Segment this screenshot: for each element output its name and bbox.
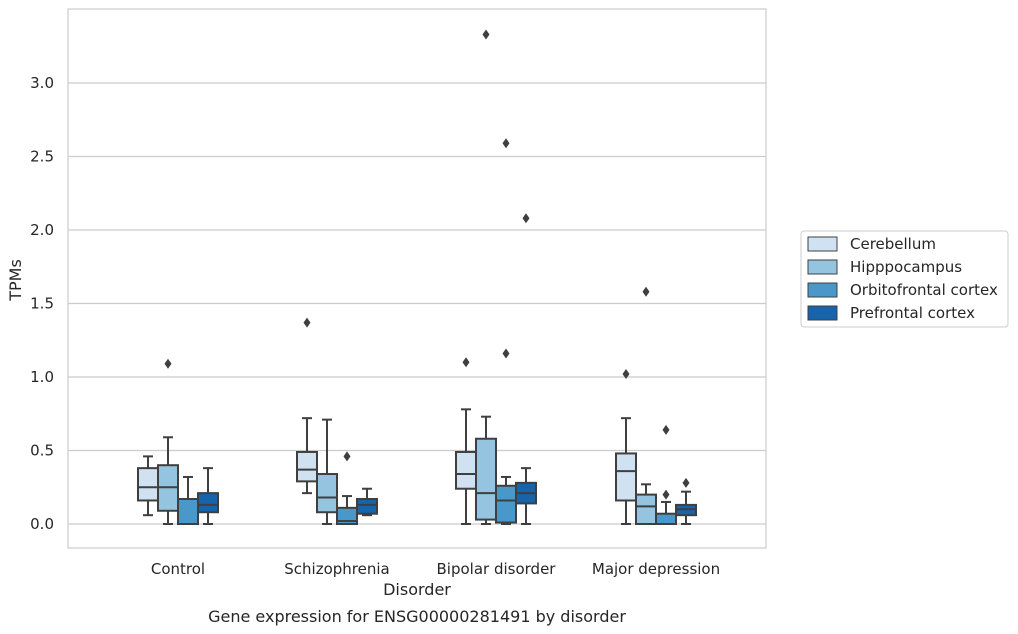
box-3-1 (356, 487, 378, 517)
box-2-0 (177, 475, 199, 526)
outlier-point (164, 358, 172, 369)
box-3-3 (675, 477, 697, 525)
legend-swatch (807, 282, 838, 298)
x-axis-label: Disorder (383, 580, 451, 599)
outlier-point (502, 138, 510, 149)
box-body (137, 467, 159, 502)
legend-frame (800, 230, 1009, 328)
legend-label: Cerebellum (850, 235, 936, 253)
box-body (177, 498, 199, 526)
y-axis-label: TPMs (6, 259, 25, 302)
x-tick-labels: Control Schizophrenia Bipolar disorder Majo… (151, 560, 720, 578)
box-body (635, 493, 657, 526)
box-0-3 (615, 369, 637, 525)
y-tick-label: 1.5 (30, 295, 54, 313)
y-tick-label: 3.0 (30, 74, 54, 92)
box-1-1 (316, 418, 338, 525)
legend-swatch (807, 236, 838, 252)
legend-label: Hipppocampus (850, 258, 962, 276)
box-1-3 (635, 286, 657, 526)
box-body (356, 498, 378, 515)
box-body (655, 512, 677, 526)
outlier-point (303, 317, 311, 328)
box-1-2 (475, 29, 497, 525)
legend-swatch (807, 259, 838, 275)
legend-swatch (807, 305, 838, 321)
box-body (296, 450, 318, 483)
outlier-point (462, 357, 470, 368)
x-tick-label: Major depression (592, 560, 720, 578)
box-1-0 (157, 358, 179, 525)
outlier-point (662, 424, 670, 435)
box-2-3 (655, 424, 677, 526)
y-tick-labels: 0.0 0.5 1.0 1.5 2.0 2.5 3.0 (30, 74, 54, 533)
box-3-2 (515, 213, 537, 525)
y-tick-label: 2.5 (30, 148, 54, 166)
box-0-1 (296, 317, 318, 495)
box-0-2 (455, 357, 477, 525)
outlier-point (343, 451, 351, 462)
boxes (137, 29, 697, 526)
legend-label: Prefrontal cortex (850, 304, 975, 322)
figure-caption: Gene expression for ENSG00000281491 by d… (208, 607, 626, 626)
box-2-2 (495, 138, 517, 525)
box-2-1 (336, 451, 358, 525)
outlier-point (682, 477, 690, 488)
outlier-point (622, 369, 630, 380)
plot-frame (67, 8, 767, 549)
x-tick-label: Bipolar disorder (437, 560, 557, 578)
outlier-point (662, 489, 670, 500)
box-body (336, 506, 358, 525)
legend: Cerebellum Hipppocampus Orbitofrontal cort… (800, 230, 1009, 328)
legend-label: Orbitofrontal cortex (850, 281, 998, 299)
box-3-0 (197, 467, 219, 525)
y-tick-label: 0.5 (30, 442, 54, 460)
outlier-point (502, 348, 510, 359)
box-body (475, 437, 497, 521)
box-body (197, 492, 219, 514)
outlier-point (522, 213, 530, 224)
x-tick-label: Control (151, 560, 205, 578)
x-tick-label: Schizophrenia (284, 560, 389, 578)
outlier-point (482, 29, 490, 40)
y-tick-label: 1.0 (30, 368, 54, 386)
box-body (615, 452, 637, 502)
box-0-0 (137, 455, 159, 517)
y-tick-label: 2.0 (30, 221, 54, 239)
outlier-point (642, 286, 650, 297)
grid-lines (68, 82, 766, 525)
box-body (455, 450, 477, 490)
box-body (316, 473, 338, 514)
box-body (495, 484, 517, 524)
y-tick-label: 0.0 (30, 515, 54, 533)
